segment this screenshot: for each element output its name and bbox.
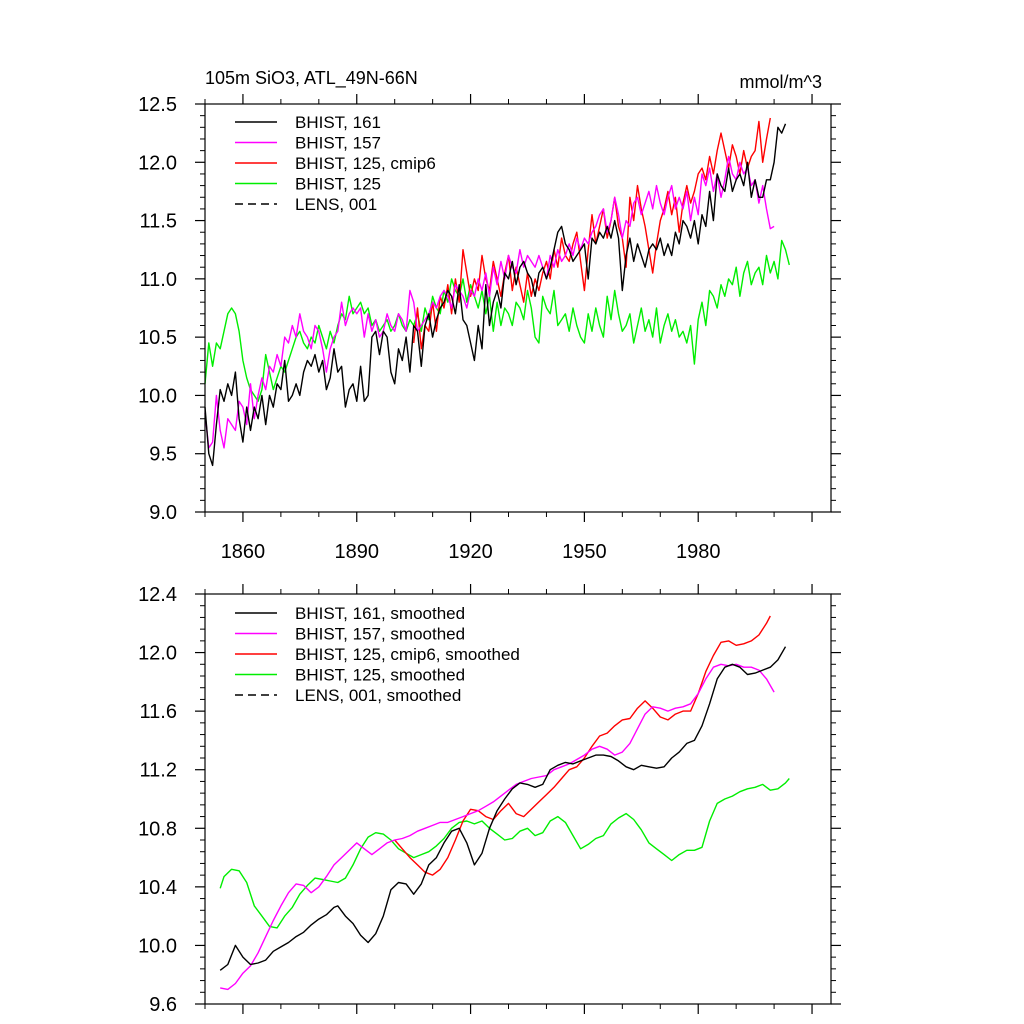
y-tick-label: 12.0	[138, 643, 177, 665]
y-tick-label: 12.0	[138, 152, 177, 174]
series-line-bhist-125	[204, 239, 790, 402]
x-tick-label: 1920	[448, 541, 493, 563]
y-tick-label: 9.6	[149, 994, 177, 1016]
y-tick-label: 11.0	[140, 269, 177, 291]
bottom-panel: 9.6 10.0 10.4 10.8 11.2 11.6 12.0 12.4 BHIST, 1…	[138, 584, 841, 1016]
y-tick-label: 9.0	[149, 502, 177, 524]
y-tick-label: 11.5	[140, 211, 177, 233]
bottom-plot-frame	[204, 593, 832, 1005]
bottom-legend: BHIST, 161, smoothed BHIST, 157, smoothed…	[235, 604, 520, 705]
x-tick-label: 1890	[335, 541, 380, 563]
x-tick-label: 1860	[221, 541, 266, 563]
legend-label-lens-001-smoothed: LENS, 001, smoothed	[295, 686, 461, 705]
bottom-series-lines	[219, 615, 790, 991]
legend-label-bhist-125: BHIST, 125	[295, 175, 381, 194]
series-line-bhist-157-smoothed	[220, 663, 775, 991]
y-tick-label: 11.2	[140, 760, 177, 782]
legend-label-bhist-161-smoothed: BHIST, 161, smoothed	[295, 604, 465, 623]
legend-label-bhist-161: BHIST, 161	[295, 113, 381, 132]
series-line-bhist-125-cmip6-smoothed	[394, 615, 771, 876]
series-line-bhist-161	[204, 123, 787, 467]
y-tick-label: 10.4	[138, 877, 177, 899]
legend-label-bhist-157: BHIST, 157	[295, 134, 381, 153]
legend-label-bhist-125-smoothed: BHIST, 125, smoothed	[295, 666, 465, 685]
legend-label-bhist-125-cmip6-smoothed: BHIST, 125, cmip6, smoothed	[295, 645, 520, 664]
units-label: mmol/m^3	[740, 72, 822, 92]
y-tick-label: 9.5	[149, 444, 177, 466]
y-tick-label: 12.5	[138, 94, 177, 116]
top-series-lines	[204, 117, 790, 467]
series-line-bhist-125-cmip6	[413, 117, 771, 350]
y-tick-label: 10.0	[138, 935, 177, 957]
top-ticks: 9.0 9.5 10.0 10.5 11.0 11.5 12.0 12.5 1860 1890 19…	[138, 94, 841, 563]
legend-label-bhist-125-cmip6: BHIST, 125, cmip6	[295, 154, 436, 173]
top-panel: 105m SiO3, ATL_49N-66N mmol/m^3 9.0 9.5 10…	[138, 68, 841, 563]
chart-title: 105m SiO3, ATL_49N-66N	[205, 68, 418, 89]
series-line-bhist-161-smoothed	[219, 646, 787, 971]
legend-label-lens-001: LENS, 001	[295, 195, 377, 214]
series-line-bhist-157	[204, 155, 775, 449]
series-line-bhist-125-smoothed	[219, 778, 790, 929]
bottom-ticks: 9.6 10.0 10.4 10.8 11.2 11.6 12.0 12.4	[138, 584, 841, 1016]
x-tick-label: 1980	[676, 541, 721, 563]
y-tick-label: 10.8	[138, 818, 177, 840]
y-tick-label: 12.4	[138, 584, 177, 606]
y-tick-label: 10.0	[138, 385, 177, 407]
x-tick-label: 1950	[562, 541, 607, 563]
y-tick-label: 11.6	[140, 701, 177, 723]
top-plot-frame	[204, 103, 832, 513]
legend-label-bhist-157-smoothed: BHIST, 157, smoothed	[295, 625, 465, 644]
y-tick-label: 10.5	[138, 327, 177, 349]
